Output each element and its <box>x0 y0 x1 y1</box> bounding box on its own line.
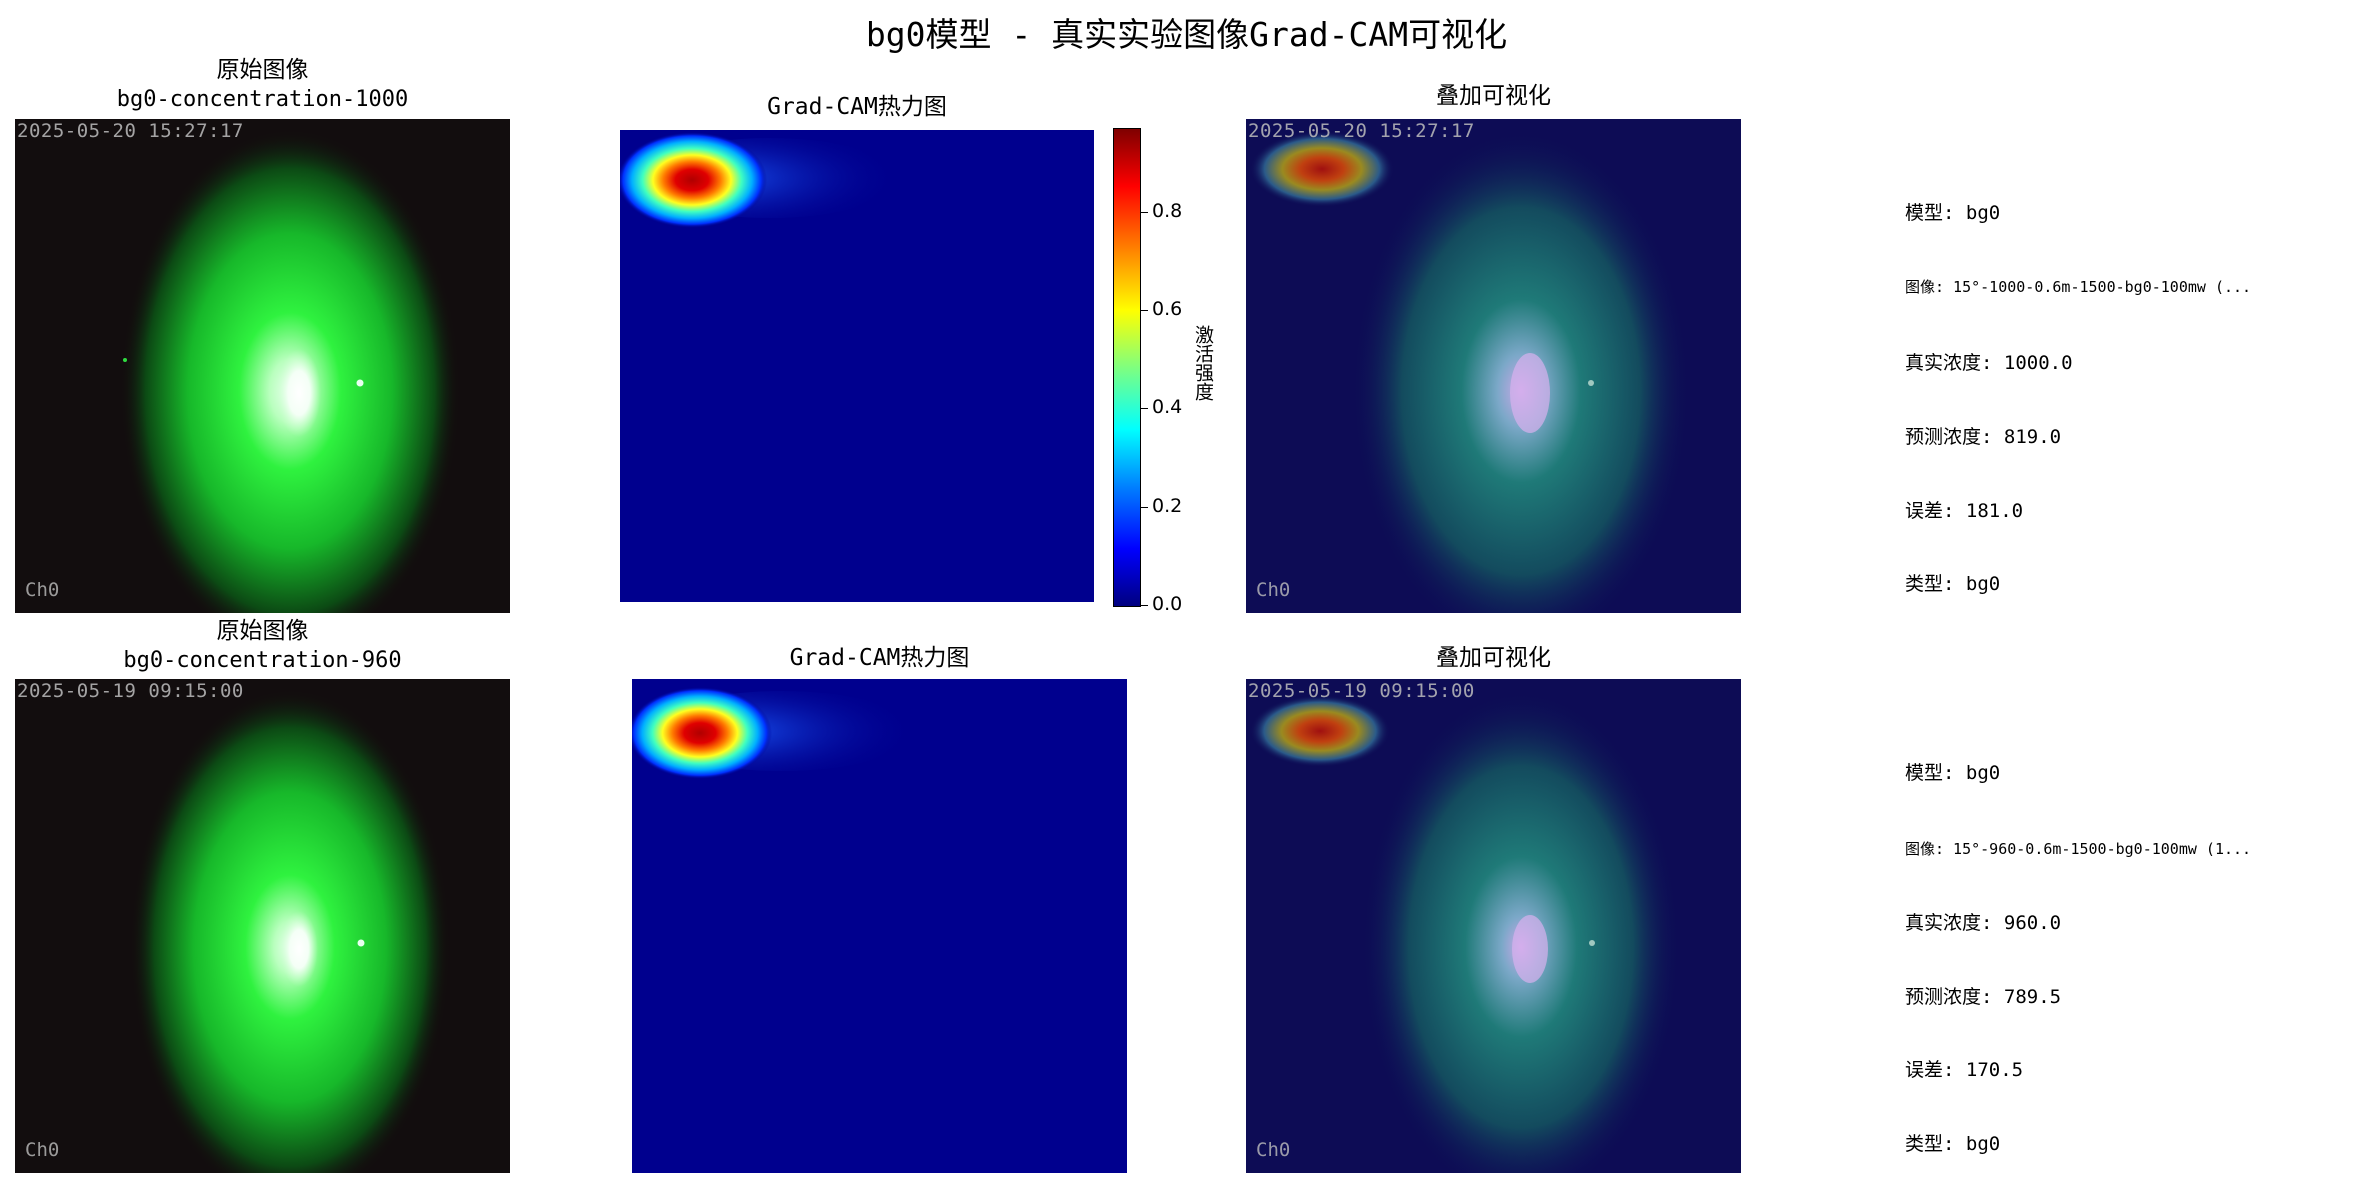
channel-label: Ch0 <box>25 1139 60 1161</box>
heatmap-drawing <box>620 132 900 228</box>
info-type: 类型: bg0 <box>1905 1133 2001 1155</box>
info-image: 图像: 15°-1000-0.6m-1500-bg0-100mw (... <box>1905 278 2252 296</box>
gradcam-heatmap <box>620 130 1094 602</box>
heatmap-title: Grad-CAM热力图 <box>767 94 947 120</box>
overlay-title: 叠加可视化 <box>1436 645 1551 671</box>
original-image-title: 原始图像 bg0-concentration-1000 <box>15 56 510 114</box>
heatmap-title: Grad-CAM热力图 <box>789 645 970 671</box>
timestamp-overlay: 2025-05-20 15:27:17 <box>1248 120 1475 142</box>
channel-label: Ch0 <box>1256 1139 1291 1161</box>
overlay-drawing <box>1250 129 1691 613</box>
original-image: 2025-05-20 15:27:17 Ch0 <box>15 119 510 613</box>
plume-drawing <box>130 689 450 1173</box>
info-error: 误差: 170.5 <box>1905 1059 2024 1081</box>
colorbar-tick-mark <box>1141 506 1148 508</box>
info-image: 图像: 15°-960-0.6m-1500-bg0-100mw (1... <box>1905 840 2252 858</box>
colorbar-tick-mark <box>1141 408 1148 410</box>
info-predicted-concentration: 预测浓度: 819.0 <box>1905 426 2062 448</box>
timestamp-overlay: 2025-05-19 09:15:00 <box>1248 680 1475 702</box>
colorbar-tick-label: 0.6 <box>1152 297 1183 320</box>
overlay-image: 2025-05-20 15:27:17 Ch0 <box>1246 119 1741 613</box>
original-image-title-text: 原始图像 <box>216 618 309 644</box>
original-image-title-text: 原始图像 <box>216 57 309 83</box>
info-model: 模型: bg0 <box>1905 762 2001 784</box>
timestamp-overlay: 2025-05-20 15:27:17 <box>17 120 244 142</box>
original-image-subtitle: bg0-concentration-1000 <box>116 87 409 112</box>
colorbar-tick-label: 0.4 <box>1152 396 1183 419</box>
colorbar-tick-mark <box>1141 309 1148 311</box>
colorbar-tick-label: 0.2 <box>1152 494 1183 517</box>
channel-label: Ch0 <box>25 579 60 601</box>
info-type: 类型: bg0 <box>1905 573 2001 595</box>
overlay-title: 叠加可视化 <box>1436 83 1551 109</box>
colorbar-tick-mark <box>1141 605 1148 606</box>
heatmap-drawing <box>632 687 917 779</box>
colorbar <box>1113 128 1141 607</box>
info-predicted-concentration: 预测浓度: 789.5 <box>1905 986 2062 1008</box>
plume-drawing <box>120 129 460 613</box>
gradcam-heatmap <box>632 679 1127 1173</box>
timestamp-overlay: 2025-05-19 09:15:00 <box>17 680 244 702</box>
overlay-drawing <box>1250 689 1681 1173</box>
colorbar-tick-label: 0.8 <box>1152 199 1183 222</box>
info-model: 模型: bg0 <box>1905 202 2001 224</box>
figure-title: bg0模型 - 真实实验图像Grad-CAM可视化 <box>865 15 1508 54</box>
original-image: 2025-05-19 09:15:00 Ch0 <box>15 679 510 1173</box>
colorbar-tick-label: 0.0 <box>1152 593 1183 615</box>
info-true-concentration: 真实浓度: 960.0 <box>1905 912 2062 934</box>
overlay-image: 2025-05-19 09:15:00 Ch0 <box>1246 679 1741 1173</box>
info-true-concentration: 真实浓度: 1000.0 <box>1905 352 2073 374</box>
original-image-subtitle: bg0-concentration-960 <box>123 648 402 673</box>
channel-label: Ch0 <box>1256 579 1291 601</box>
original-image-title: 原始图像 bg0-concentration-960 <box>15 617 510 675</box>
colorbar-label: 激活强度 <box>1192 325 1214 401</box>
info-error: 误差: 181.0 <box>1905 500 2024 522</box>
colorbar-tick-mark <box>1141 211 1148 213</box>
